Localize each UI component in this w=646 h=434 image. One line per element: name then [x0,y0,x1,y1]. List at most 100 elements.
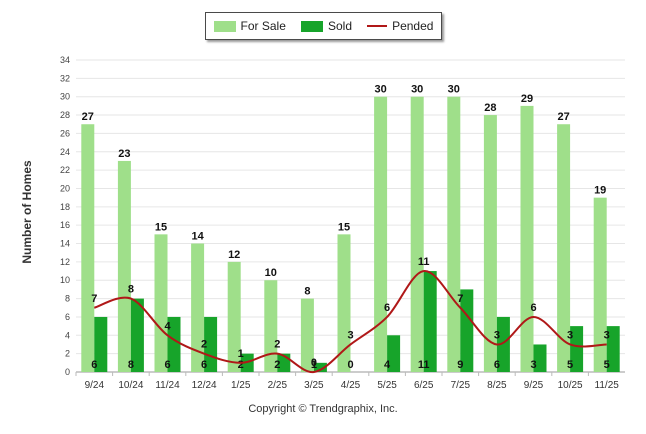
y-tick-label: 6 [65,312,70,322]
data-label-sold: 8 [128,359,134,371]
y-tick-label: 10 [60,275,70,285]
bar-for-sale [191,243,205,372]
data-label-for-sale: 10 [265,267,277,279]
bar-for-sale [154,234,168,372]
series-line-pended [93,270,607,374]
data-label-for-sale: 30 [411,84,423,96]
bar-sold [423,271,437,372]
x-tick-label: 8/25 [487,380,507,391]
data-label-sold: 2 [274,359,280,371]
data-label-sold: 6 [201,359,207,371]
data-label-pended: 6 [530,302,536,314]
data-label-sold: 4 [384,359,391,371]
data-label-pended: 3 [604,329,610,341]
data-label-pended: 2 [201,339,207,351]
y-tick-label: 28 [60,110,70,120]
data-label-pended: 3 [567,329,573,341]
bar-for-sale [337,234,351,372]
y-tick-label: 4 [65,330,70,340]
data-label-for-sale: 19 [594,185,606,197]
data-label-sold: 11 [418,359,430,371]
y-tick-label: 20 [60,183,70,193]
data-label-sold: 5 [604,359,610,371]
legend-label-sold: Sold [327,19,352,33]
data-label-for-sale: 27 [557,111,569,123]
data-label-for-sale: 8 [304,286,310,298]
x-tick-label: 12/24 [192,380,217,391]
data-label-for-sale: 30 [374,84,386,96]
y-tick-label: 30 [60,92,70,102]
data-label-sold: 6 [91,359,97,371]
data-label-sold: 3 [530,359,536,371]
x-tick-label: 5/25 [377,380,397,391]
legend: For Sale Sold Pended [205,12,442,40]
data-label-pended: 7 [457,293,463,305]
bar-for-sale [557,124,571,372]
y-tick-label: 32 [60,73,70,83]
legend-swatch-for-sale [213,20,236,32]
x-tick-label: 3/25 [304,380,324,391]
y-tick-label: 8 [65,294,70,304]
bar-sold [496,316,510,372]
data-label-for-sale: 23 [118,148,130,160]
bar-sold [606,326,620,372]
data-label-sold: 5 [567,359,573,371]
bar-sold [130,298,144,372]
bar-sold [570,326,584,372]
copyright-text: Copyright © Trendgraphix, Inc. [248,403,398,415]
x-tick-label: 11/25 [595,380,620,391]
x-tick-label: 7/25 [451,380,471,391]
data-label-for-sale: 15 [338,221,350,233]
data-label-for-sale: 27 [82,111,94,123]
data-label-sold: 6 [164,359,170,371]
bar-for-sale [300,298,314,372]
data-label-for-sale: 12 [228,249,240,261]
y-tick-label: 2 [65,349,70,359]
legend-swatch-pended [367,25,388,27]
data-label-pended: 7 [91,293,97,305]
data-label-pended: 11 [418,256,430,268]
y-tick-label: 12 [60,257,70,267]
bar-for-sale [117,160,131,372]
y-tick-label: 0 [65,367,70,377]
bar-sold [313,362,327,372]
data-label-for-sale: 29 [521,93,533,105]
data-label-sold: 0 [347,359,353,371]
bar-for-sale [410,96,424,373]
data-label-pended: 1 [238,348,244,360]
y-axis-label: Number of Homes [20,160,34,264]
data-label-for-sale: 30 [448,84,460,96]
data-label-pended: 8 [128,284,134,296]
x-tick-label: 9/25 [524,380,544,391]
data-label-pended: 3 [494,329,500,341]
data-label-pended: 2 [274,339,280,351]
bar-for-sale [593,197,607,372]
x-tick-label: 11/24 [155,380,180,391]
data-label-for-sale: 14 [191,231,204,243]
legend-item-sold: Sold [300,19,352,33]
y-tick-label: 16 [60,220,70,230]
bar-sold [387,335,401,372]
x-tick-label: 9/24 [85,380,105,391]
data-label-sold: 6 [494,359,500,371]
bar-for-sale [520,105,534,372]
x-tick-label: 4/25 [341,380,361,391]
bar-for-sale [374,96,388,373]
legend-swatch-sold [300,20,323,32]
data-label-pended: 0 [311,357,317,369]
legend-item-for-sale: For Sale [213,19,286,33]
y-tick-label: 34 [60,55,70,65]
y-tick-label: 14 [60,239,70,249]
data-label-pended: 6 [384,302,390,314]
bar-sold [167,316,181,372]
data-label-for-sale: 15 [155,221,167,233]
bar-for-sale [483,115,497,372]
x-tick-label: 2/25 [268,380,288,391]
bar-for-sale [447,96,461,373]
legend-item-pended: Pended [367,19,433,33]
y-tick-label: 26 [60,128,70,138]
y-tick-label: 22 [60,165,70,175]
data-label-sold: 1 [311,359,317,371]
